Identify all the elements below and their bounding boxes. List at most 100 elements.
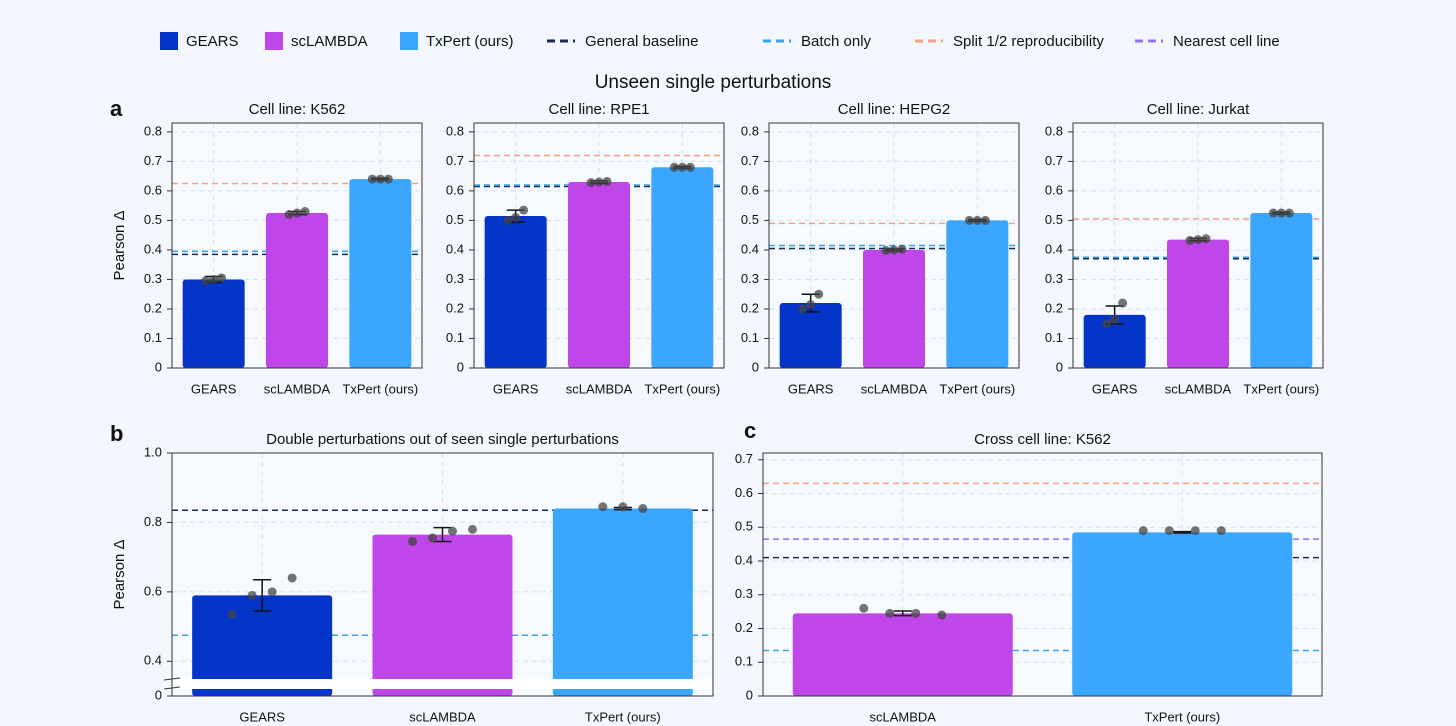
replicate-point xyxy=(201,276,211,286)
chart-title: Cross cell line: K562 xyxy=(974,431,1111,448)
replicate-point xyxy=(814,289,824,299)
replicate-point xyxy=(1110,314,1120,324)
y-tick-label: 0 xyxy=(752,359,759,374)
y-tick-label: 0.5 xyxy=(741,212,759,227)
replicate-point xyxy=(1185,235,1195,245)
replicate-point xyxy=(1118,298,1128,308)
replicate-point xyxy=(859,603,869,613)
chart-title: Cell line: K562 xyxy=(249,101,346,118)
bar xyxy=(568,182,630,368)
legend-swatch xyxy=(400,32,418,50)
legend-label: scLAMBDA xyxy=(291,33,368,50)
replicate-point xyxy=(897,244,907,254)
replicate-point xyxy=(1193,235,1203,245)
y-tick-label: 0.4 xyxy=(741,241,759,256)
legend-label: Split 1/2 reproducibility xyxy=(953,33,1104,50)
x-tick-label: TxPert (ours) xyxy=(939,381,1015,396)
x-tick-label: scLAMBDA xyxy=(264,381,331,396)
y-tick-label: 0.7 xyxy=(741,153,759,168)
x-tick-label: scLAMBDA xyxy=(566,381,633,396)
y-tick-label: 0.7 xyxy=(144,153,162,168)
y-axis-label: Pearson Δ xyxy=(111,210,128,280)
panel-label: a xyxy=(110,96,123,121)
replicate-point xyxy=(806,300,816,310)
legend-swatch xyxy=(160,32,178,50)
y-tick-label: 0.5 xyxy=(144,212,162,227)
replicate-point xyxy=(375,174,385,184)
x-tick-label: GEARS xyxy=(191,381,237,396)
x-tick-label: TxPert (ours) xyxy=(644,381,720,396)
y-tick-label: 0.4 xyxy=(1045,241,1063,256)
x-tick-label: TxPert (ours) xyxy=(1144,709,1220,724)
bar xyxy=(1083,314,1146,368)
y-tick-label: 0.6 xyxy=(1045,182,1063,197)
legend-label: TxPert (ours) xyxy=(426,33,514,50)
plot-frame xyxy=(762,452,1323,697)
replicate-point xyxy=(911,608,921,618)
y-axis-label: Pearson Δ xyxy=(111,539,128,609)
bar xyxy=(349,179,412,368)
y-tick-label: 0.1 xyxy=(446,330,464,345)
bar xyxy=(1167,239,1229,368)
replicate-point xyxy=(980,215,990,225)
replicate-point xyxy=(677,162,687,172)
replicate-point xyxy=(267,587,277,597)
replicate-point xyxy=(1138,526,1148,536)
replicate-point xyxy=(511,212,521,222)
bar xyxy=(792,613,1013,696)
legend-label: Batch only xyxy=(801,33,872,50)
y-tick-label: 0.6 xyxy=(735,485,753,500)
y-tick-label: 0.4 xyxy=(446,241,464,256)
y-tick-label: 0.7 xyxy=(446,153,464,168)
y-tick-label: 0.6 xyxy=(144,182,162,197)
y-tick-label: 0.2 xyxy=(144,300,162,315)
y-tick-label: 0.8 xyxy=(741,123,759,138)
plot-frame xyxy=(171,122,423,369)
y-tick-label: 0.1 xyxy=(735,654,753,669)
x-tick-label: scLAMBDA xyxy=(409,709,476,724)
replicate-point xyxy=(292,208,302,218)
replicate-point xyxy=(468,524,477,534)
y-tick-label: 0.3 xyxy=(735,586,753,601)
legend-label: Nearest cell line xyxy=(1173,33,1280,50)
y-tick-label: 0.2 xyxy=(1045,300,1063,315)
replicate-point xyxy=(519,205,529,215)
replicate-point xyxy=(1190,526,1200,536)
y-tick-label: 0.6 xyxy=(144,583,162,598)
x-tick-label: TxPert (ours) xyxy=(585,709,661,724)
replicate-point xyxy=(594,177,604,187)
x-tick-label: scLAMBDA xyxy=(870,709,937,724)
replicate-point xyxy=(503,215,513,225)
y-tick-label: 0.1 xyxy=(144,330,162,345)
y-tick-label: 0.2 xyxy=(735,620,753,635)
bar xyxy=(779,303,842,368)
bar xyxy=(651,167,714,368)
x-tick-label: GEARS xyxy=(239,709,285,724)
y-tick-label: 0 xyxy=(457,359,464,374)
y-tick-label: 0.5 xyxy=(446,212,464,227)
replicate-point xyxy=(287,573,297,583)
bar xyxy=(552,508,693,696)
replicate-point xyxy=(227,609,237,619)
y-tick-label: 0.3 xyxy=(446,271,464,286)
y-tick-label: 0.2 xyxy=(741,300,759,315)
replicate-point xyxy=(598,502,608,512)
x-tick-label: scLAMBDA xyxy=(1165,381,1232,396)
replicate-point xyxy=(1201,234,1211,244)
y-tick-label: 1.0 xyxy=(144,444,162,459)
replicate-point xyxy=(638,504,648,514)
y-tick-label: 0.3 xyxy=(1045,271,1063,286)
replicate-point xyxy=(217,273,227,283)
section-title: Unseen single perturbations xyxy=(595,72,832,93)
replicate-point xyxy=(1164,526,1174,536)
chart-title: Cell line: Jurkat xyxy=(1147,101,1250,118)
replicate-point xyxy=(889,245,899,255)
y-tick-label: 0 xyxy=(155,687,162,702)
replicate-point xyxy=(618,502,628,512)
bar xyxy=(1072,532,1293,696)
replicate-point xyxy=(1268,208,1278,218)
replicate-point xyxy=(247,590,257,600)
x-tick-label: TxPert (ours) xyxy=(342,381,418,396)
y-tick-label: 0.4 xyxy=(735,552,753,567)
